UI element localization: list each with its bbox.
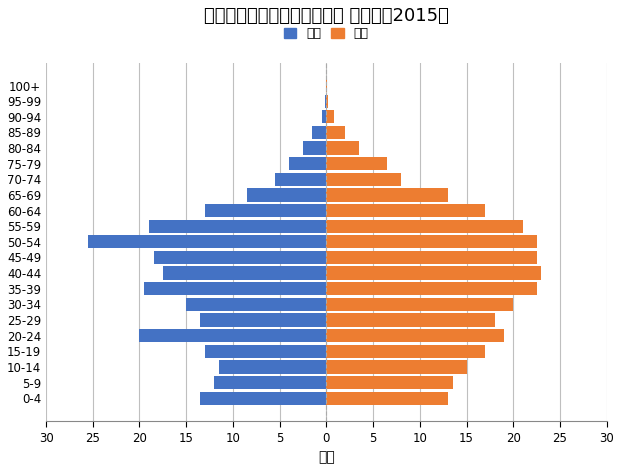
Bar: [214, 376, 327, 389]
Bar: [186, 298, 327, 311]
Bar: [327, 219, 523, 233]
Bar: [144, 282, 327, 295]
Bar: [149, 219, 327, 233]
Bar: [88, 235, 327, 249]
Bar: [219, 360, 327, 374]
Bar: [327, 313, 494, 327]
Bar: [200, 313, 327, 327]
Bar: [327, 204, 485, 217]
Bar: [327, 235, 537, 249]
Bar: [303, 141, 327, 154]
Title: シンガポール人口ピラミッド グラフ（2015）: シンガポール人口ピラミッド グラフ（2015）: [204, 7, 449, 25]
Legend: 男性, 女性: 男性, 女性: [279, 22, 374, 45]
Bar: [140, 329, 327, 342]
Bar: [325, 95, 327, 108]
Bar: [327, 95, 329, 108]
Bar: [153, 251, 327, 264]
Bar: [327, 110, 334, 123]
Bar: [327, 298, 513, 311]
Bar: [312, 126, 327, 139]
Bar: [327, 141, 359, 154]
Bar: [327, 282, 537, 295]
Bar: [327, 360, 466, 374]
Bar: [200, 391, 327, 405]
Bar: [275, 173, 327, 186]
Bar: [247, 188, 327, 202]
Bar: [327, 391, 448, 405]
Bar: [327, 157, 387, 171]
Bar: [205, 345, 327, 358]
Bar: [322, 110, 327, 123]
Bar: [327, 126, 345, 139]
Bar: [327, 345, 485, 358]
Bar: [327, 329, 504, 342]
Bar: [327, 251, 537, 264]
Bar: [327, 188, 448, 202]
Bar: [327, 173, 401, 186]
Bar: [327, 376, 453, 389]
Bar: [205, 204, 327, 217]
Bar: [163, 267, 327, 280]
Bar: [327, 267, 542, 280]
Bar: [289, 157, 327, 171]
X-axis label: 万人: 万人: [318, 450, 335, 464]
